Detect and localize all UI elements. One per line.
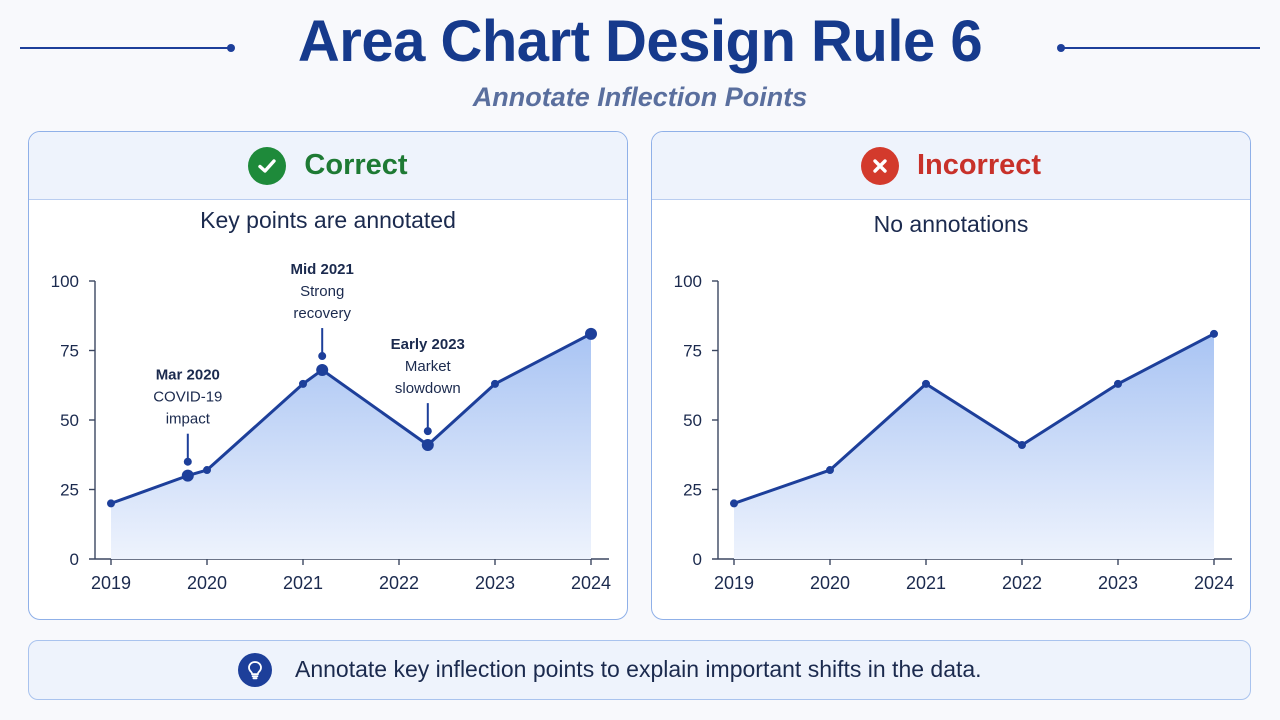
data-point — [107, 499, 115, 508]
annotation-title: Mid 2021 — [291, 261, 354, 278]
highlight-point — [181, 469, 194, 482]
incorrect-panel-header: Incorrect — [652, 132, 1250, 200]
data-point — [826, 466, 834, 475]
annotation-text: Strong — [300, 283, 344, 300]
title-rule-dot-left — [227, 44, 235, 52]
data-point — [730, 499, 738, 508]
highlight-point — [585, 327, 597, 340]
x-tick-label: 2022 — [1002, 573, 1042, 593]
title-rule-dot-right — [1057, 44, 1065, 52]
close-icon — [860, 146, 899, 185]
y-tick-label: 25 — [60, 481, 79, 500]
annotation-text: Market — [405, 358, 452, 375]
y-tick-label: 100 — [51, 272, 79, 291]
annotation-text: slowdown — [395, 380, 461, 397]
x-tick-label: 2020 — [810, 573, 850, 593]
data-point — [203, 466, 211, 475]
correct-area-chart: 0 25 50 75 100 2019 2020 2021 2022 2023 2024 Mar 20… — [51, 261, 611, 593]
data-point — [1018, 441, 1026, 450]
x-tick-label: 2021 — [283, 573, 323, 593]
correct-panel-header: Correct — [29, 132, 627, 200]
y-tick-label: 50 — [60, 411, 79, 430]
area-fill — [111, 333, 591, 559]
tip-bar: Annotate key inflection points to explai… — [28, 640, 1251, 700]
y-tick-label: 50 — [683, 411, 702, 430]
series-line — [733, 332, 1215, 505]
title-rule-left — [20, 47, 230, 49]
annotation-text: COVID-19 — [153, 389, 222, 406]
annotation-pointer — [423, 427, 432, 436]
x-tick-label: 2022 — [379, 573, 419, 593]
page-title: Area Chart Design Rule 6 — [297, 9, 983, 74]
incorrect-area-chart: 0 25 50 75 100 2019 2020 2021 2022 2023 2024 — [674, 272, 1234, 593]
x-tick-label: 2019 — [714, 573, 754, 593]
annotation-pointer — [183, 457, 192, 466]
incorrect-caption: No annotations — [873, 211, 1029, 237]
annotation-title: Early 2023 — [391, 336, 465, 353]
data-point — [1210, 329, 1218, 338]
y-tick-label: 25 — [683, 481, 702, 500]
annotation-text: impact — [166, 411, 211, 428]
x-tick-label: 2020 — [187, 573, 227, 593]
annotation-text: recovery — [293, 305, 351, 322]
incorrect-label: Incorrect — [916, 149, 1042, 181]
y-tick-label: 100 — [674, 272, 702, 291]
highlight-point — [421, 439, 434, 452]
annotation-title: Mar 2020 — [156, 367, 220, 384]
incorrect-panel: Incorrect No annotations 0 25 50 75 100 2019 2… — [651, 131, 1251, 620]
y-tick-label: 75 — [683, 342, 702, 361]
data-point — [299, 379, 307, 388]
correct-caption: Key points are annotated — [200, 207, 456, 233]
data-point — [491, 379, 499, 388]
x-tick-label: 2024 — [571, 573, 611, 593]
y-tick-label: 0 — [70, 550, 79, 569]
x-tick-label: 2021 — [906, 573, 946, 593]
title-row: Area Chart Design Rule 6 — [0, 0, 1280, 80]
highlight-point — [316, 363, 329, 376]
area-fill — [734, 333, 1214, 559]
title-rule-right — [1062, 47, 1260, 49]
page-subtitle: Annotate Inflection Points — [472, 82, 808, 112]
lightbulb-icon — [238, 653, 272, 687]
annotation-pointer — [318, 352, 327, 361]
correct-label: Correct — [304, 149, 408, 181]
x-tick-label: 2024 — [1194, 573, 1234, 593]
correct-panel: Correct Key points are annotated 0 25 50 75… — [28, 131, 628, 620]
x-tick-label: 2019 — [91, 573, 131, 593]
data-point — [922, 379, 930, 388]
tip-text: Annotate key inflection points to explai… — [295, 656, 982, 682]
y-tick-label: 75 — [60, 342, 79, 361]
data-point — [1114, 379, 1122, 388]
x-tick-label: 2023 — [475, 573, 515, 593]
check-icon — [248, 146, 287, 185]
x-tick-label: 2023 — [1098, 573, 1138, 593]
y-tick-label: 0 — [693, 550, 702, 569]
